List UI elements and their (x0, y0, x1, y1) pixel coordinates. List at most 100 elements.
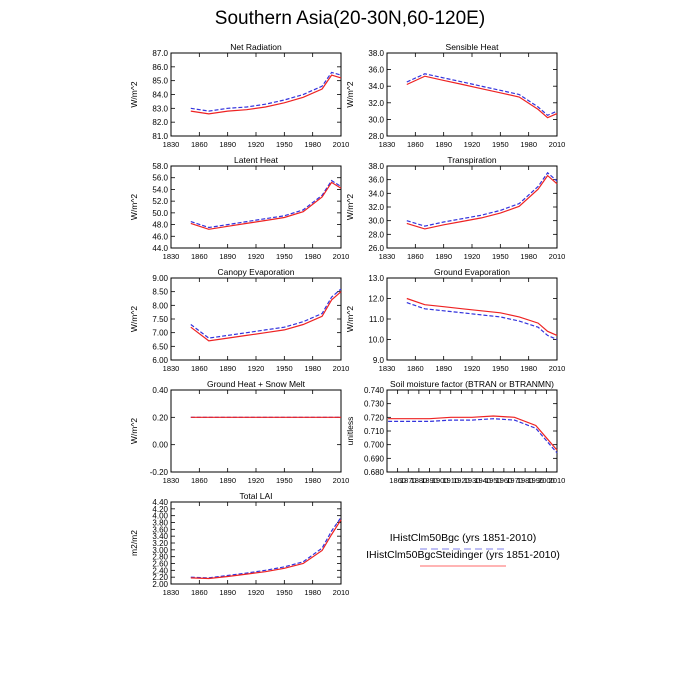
x-tick-label: 1890 (435, 252, 452, 261)
series-line-1 (190, 179, 342, 229)
x-tick-label: 1960 (496, 476, 513, 485)
x-tick-label: 2010 (549, 252, 566, 261)
y-tick-label: 4.20 (152, 505, 168, 514)
x-tick-label: 1950 (492, 252, 509, 261)
x-tick-label: 1890 (219, 364, 236, 373)
y-tick-label: 0.690 (364, 454, 385, 463)
y-tick-label: 8.50 (152, 288, 168, 297)
x-tick-label: 1920 (453, 476, 470, 485)
x-tick-label: 1880 (411, 476, 428, 485)
x-tick-label: 1990 (527, 476, 544, 485)
y-tick-label: 4.00 (152, 512, 168, 521)
series-line-1 (190, 71, 342, 112)
x-tick-label: 1950 (276, 364, 293, 373)
y-tick-label: 7.50 (152, 315, 168, 324)
panel-title: Sensible Heat (446, 42, 500, 52)
y-tick-label: 2.60 (152, 560, 168, 569)
y-axis-label: W/m^2 (345, 81, 355, 107)
x-tick-label: 1860 (407, 252, 424, 261)
y-tick-label: 28.0 (368, 230, 384, 239)
series-line-1 (190, 517, 342, 579)
x-tick-label: 1930 (464, 476, 481, 485)
y-tick-label: 3.20 (152, 539, 168, 548)
y-axis-label: W/m^2 (129, 194, 139, 220)
y-tick-label: 26.0 (368, 244, 384, 253)
y-axis-label: W/m^2 (129, 418, 139, 444)
y-tick-label: 86.0 (152, 63, 168, 72)
panel-title: Total LAI (239, 491, 272, 501)
x-tick-label: 1980 (520, 364, 537, 373)
x-tick-label: 2010 (549, 140, 566, 149)
y-tick-label: 6.50 (152, 342, 168, 351)
y-tick-label: 30.0 (368, 115, 384, 124)
x-tick-label: 1980 (304, 252, 321, 261)
x-tick-label: 2010 (549, 364, 566, 373)
x-tick-label: 1950 (276, 140, 293, 149)
x-tick-label: 1890 (219, 140, 236, 149)
x-tick-label: 1860 (191, 140, 208, 149)
y-tick-label: 82.0 (152, 118, 168, 127)
x-tick-label: 1980 (520, 252, 537, 261)
x-tick-label: 2010 (549, 476, 566, 485)
x-tick-label: 1890 (219, 588, 236, 597)
y-tick-label: 2.00 (152, 580, 168, 589)
panel-8: Soil moisture factor (BTRAN or BTRANMN) u… (345, 379, 565, 485)
y-axis-label: W/m^2 (129, 81, 139, 107)
panel-title: Canopy Evaporation (217, 267, 294, 277)
x-tick-label: 1870 (400, 476, 417, 485)
y-tick-label: 0.20 (152, 413, 168, 422)
x-tick-label: 1860 (191, 588, 208, 597)
x-tick-label: 1890 (435, 140, 452, 149)
x-tick-label: 1890 (435, 364, 452, 373)
x-tick-label: 1980 (520, 140, 537, 149)
y-axis-label: W/m^2 (129, 306, 139, 332)
y-tick-label: 36.0 (368, 66, 384, 75)
x-tick-label: 1830 (163, 252, 180, 261)
plot-frame (386, 52, 558, 137)
x-tick-label: 1860 (191, 476, 208, 485)
x-tick-label: 1980 (304, 140, 321, 149)
y-tick-label: 52.0 (152, 197, 168, 206)
panel-9: Total LAIm2/m22.002.202.402.602.803.003.… (129, 491, 349, 597)
y-tick-label: 28.0 (368, 132, 384, 141)
y-tick-label: 36.0 (368, 176, 384, 185)
y-tick-label: 8.00 (152, 301, 168, 310)
y-axis-label: m2/m2 (129, 530, 139, 556)
plot-frame (170, 501, 342, 585)
y-tick-label: 81.0 (152, 132, 168, 141)
panel-1: Net Radiation W/m^2 81.0 82.0 83.0 84.0 85.0 86… (129, 42, 349, 149)
y-axis-label: W/m^2 (345, 306, 355, 332)
y-tick-label: 2.40 (152, 566, 168, 575)
x-tick-label: 1830 (379, 364, 396, 373)
x-tick-label: 1950 (485, 476, 502, 485)
x-tick-label: 1830 (163, 476, 180, 485)
plot-frame (386, 389, 558, 473)
series-line-1 (406, 302, 558, 341)
series-line-2 (406, 174, 558, 230)
x-tick-label: 1920 (248, 476, 265, 485)
x-tick-label: 2010 (333, 364, 350, 373)
series-line-2 (190, 291, 342, 342)
panel-5: Canopy Evaporation W/m^2 6.00 6.50 7.00 7.50 8… (129, 267, 349, 373)
x-tick-label: 1950 (276, 588, 293, 597)
y-tick-label: 3.40 (152, 532, 168, 541)
panel-7: Ground Heat + Snow Melt W/m^2 -0.20 0.00 0.2… (129, 379, 349, 485)
y-tick-label: 11.0 (369, 315, 385, 324)
x-tick-label: 2010 (333, 476, 350, 485)
y-tick-label: 38.0 (368, 49, 384, 58)
y-tick-label: 32.0 (368, 203, 384, 212)
y-tick-label: 0.40 (152, 386, 168, 395)
series-line-1 (190, 288, 342, 339)
x-tick-label: 1980 (304, 588, 321, 597)
plot-frame (170, 52, 342, 137)
y-tick-label: 85.0 (152, 77, 168, 86)
y-tick-label: 0.730 (364, 400, 385, 409)
x-tick-label: 2000 (538, 476, 555, 485)
panel-4: Transpiration W/m^2 26.0 28.0 30.0 32.0 34.0 36… (345, 155, 565, 261)
y-tick-label: 0.700 (364, 441, 385, 450)
y-tick-label: 48.0 (152, 221, 168, 230)
x-tick-label: 1890 (219, 252, 236, 261)
x-tick-label: 1860 (407, 364, 424, 373)
panel-title: Ground Heat + Snow Melt (207, 379, 306, 389)
series-line-2 (406, 75, 558, 119)
